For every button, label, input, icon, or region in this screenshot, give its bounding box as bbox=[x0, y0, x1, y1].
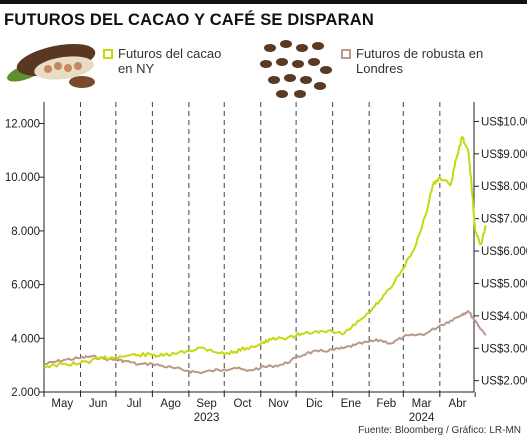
x-tick-label: Nov bbox=[268, 398, 289, 410]
y-right-tick-label: US$4.000 bbox=[481, 311, 527, 323]
x-tick-label: Jul bbox=[127, 398, 142, 410]
x-tick-label: Abr bbox=[449, 398, 467, 410]
y-left-tick-label: 4.000 bbox=[11, 333, 40, 345]
y-left-tick-label: 6.000 bbox=[11, 280, 40, 292]
series-line-cacao bbox=[43, 135, 487, 369]
legend-label-robusta: Futuros de robusta en Londres bbox=[356, 46, 484, 76]
x-tick-label: Ene bbox=[341, 398, 361, 410]
chart-title: FUTUROS DEL CACAO Y CAFÉ SE DISPARAN bbox=[4, 11, 374, 29]
x-tick-label: Ago bbox=[160, 398, 180, 410]
x-tick-label: Oct bbox=[234, 398, 253, 410]
y-right-tick-label: US$3.000 bbox=[481, 343, 527, 355]
y-left-tick-label: 2.000 bbox=[11, 387, 40, 399]
y-left-tick-label: 8.000 bbox=[11, 226, 40, 238]
legend-swatch-robusta bbox=[341, 49, 351, 59]
series-line-robusta bbox=[43, 310, 487, 375]
x-tick-label: May bbox=[51, 398, 73, 410]
y-right-tick-label: US$7.000 bbox=[481, 214, 527, 226]
legend-swatch-cacao bbox=[103, 49, 113, 59]
legend-item-robusta: Futuros de robusta en Londres bbox=[341, 46, 496, 76]
y-right-tick-label: US$9.000 bbox=[481, 149, 527, 161]
x-tick-label: Dic bbox=[306, 398, 323, 410]
x-tick-label: Sep bbox=[196, 398, 216, 410]
x-tick-label: Mar bbox=[412, 398, 432, 410]
legend-label-cacao: Futuros del cacao en NY bbox=[118, 46, 222, 76]
y-right-tick-label: US$2.000 bbox=[481, 376, 527, 388]
x-year-label: 2023 bbox=[194, 412, 220, 424]
legend-item-cacao: Futuros del cacao en NY bbox=[103, 46, 228, 76]
top-rule bbox=[0, 0, 527, 4]
y-right-tick-label: US$8.000 bbox=[481, 181, 527, 193]
x-tick-label: Feb bbox=[376, 398, 396, 410]
y-left-tick-label: 10.000 bbox=[5, 172, 40, 184]
coffee-beans-icon bbox=[260, 40, 332, 98]
source-note: Fuente: Bloomberg / Gráfico: LR-MN bbox=[358, 425, 521, 436]
y-right-tick-label: US$5.000 bbox=[481, 278, 527, 290]
y-left-tick-label: 12.000 bbox=[5, 118, 40, 130]
y-right-tick-label: US$6.000 bbox=[481, 246, 527, 258]
y-right-tick-label: US$10.000 bbox=[481, 116, 527, 128]
x-year-label: 2024 bbox=[409, 412, 435, 424]
cacao-pod-icon bbox=[7, 43, 96, 88]
x-tick-label: Jun bbox=[89, 398, 108, 410]
